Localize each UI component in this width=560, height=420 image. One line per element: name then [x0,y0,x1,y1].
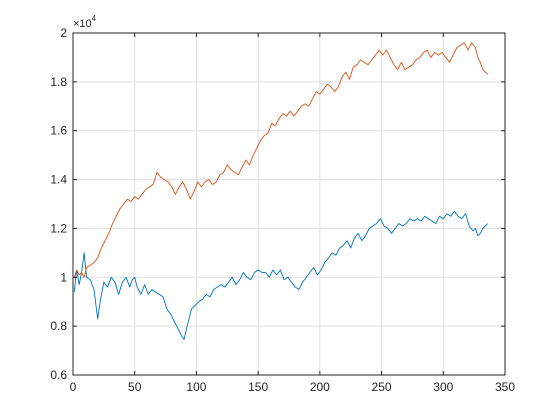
x-tick-label: 150 [248,380,268,394]
x-tick-label: 50 [128,380,142,394]
axes [72,32,506,376]
y-tick-label: 1.2 [50,221,67,235]
y-tick-label: 1.6 [50,124,67,138]
y-axis-exponent-label: ×104 [73,14,97,30]
x-tick-label: 100 [186,380,206,394]
y-tick-label: 0.8 [50,319,67,333]
axes-box [72,32,506,376]
tick-labels: 0 50 100 150 200 250 300 350 0.6 0.8 1 1.2 1.4 1.6 1.8… [50,26,515,394]
x-tick-label: 250 [372,380,392,394]
x-tick-label: 200 [310,380,330,394]
y-tick-label: 2 [60,26,67,40]
y-tick-label: 1.4 [50,173,67,187]
series-layer [73,42,489,341]
exponent-base: ×10 [73,18,92,30]
grid-lines [73,33,505,375]
y-tick-label: 0.6 [50,368,67,382]
x-tick-label: 350 [495,380,515,394]
x-tick-label: 0 [70,380,77,394]
x-tick-label: 300 [433,380,453,394]
y-tick-label: 1 [60,270,67,284]
exponent-power: 4 [92,14,97,23]
y-tick-label: 1.8 [50,75,67,89]
series-line-1 [73,210,489,341]
series-line-2 [73,42,489,278]
